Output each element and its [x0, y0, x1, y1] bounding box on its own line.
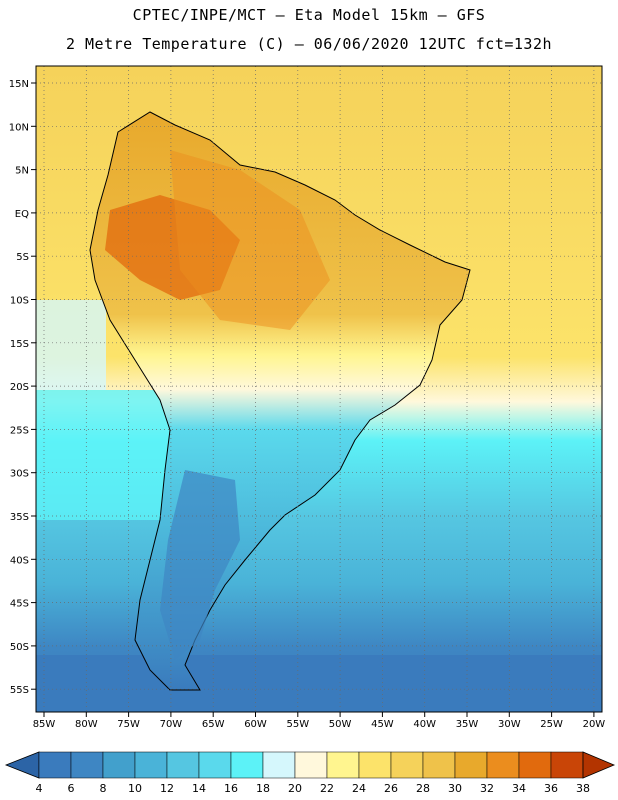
latitude-label: 5N: [15, 166, 29, 177]
colorbar-swatch: [390, 751, 424, 779]
colorbar-label: 26: [384, 782, 398, 795]
longitude-label: 45W: [371, 719, 394, 730]
colorbar-swatch: [294, 751, 328, 779]
colorbar-swatch: [486, 751, 520, 779]
amazon-warm-zone: [170, 150, 330, 330]
colorbar-label: 18: [256, 782, 270, 795]
colorbar-swatch: [134, 751, 168, 779]
colorbar-swatch: [198, 751, 232, 779]
longitude-label: 40W: [413, 719, 436, 730]
longitude-label: 30W: [498, 719, 521, 730]
colorbar-label: 6: [68, 782, 75, 795]
colorbar-label: 8: [100, 782, 107, 795]
latitude-label: 55S: [10, 685, 29, 696]
colorbar-swatch: [358, 751, 392, 779]
longitude-label: 35W: [456, 719, 479, 730]
colorbar-swatch: [230, 751, 264, 779]
colorbar-swatch: [550, 751, 584, 779]
longitude-label: 50W: [329, 719, 352, 730]
latitude-label: 15N: [9, 79, 29, 90]
latitude-label: 10S: [10, 296, 29, 307]
colorbar-label: 34: [512, 782, 526, 795]
colorbar-label: 28: [416, 782, 430, 795]
map-subtitle: 2 Metre Temperature (C) – 06/06/2020 12U…: [65, 35, 553, 53]
longitude-label: 60W: [244, 719, 267, 730]
colorbar-label: 24: [352, 782, 366, 795]
latitude-label: 25S: [10, 425, 29, 436]
latitude-labels: 15N 10N 5N EQ 5S 10S 15S 20S 25S 30S 35S 40S 45S 50S 5…: [9, 79, 36, 696]
longitude-label: 65W: [202, 719, 225, 730]
colorbar-swatch: [38, 751, 72, 779]
colorbar-label: 14: [192, 782, 206, 795]
longitude-label: 25W: [540, 719, 563, 730]
longitude-label: 55W: [286, 719, 309, 730]
latitude-label: 35S: [10, 512, 29, 523]
latitude-label: 5S: [16, 252, 29, 263]
colorbar-label: 10: [128, 782, 142, 795]
longitude-label: 20W: [583, 719, 606, 730]
colorbar-low-arrow: [4, 751, 40, 779]
colorbar-swatch: [454, 751, 488, 779]
colorbar-swatch: [518, 751, 552, 779]
longitude-label: 85W: [33, 719, 56, 730]
colorbar-high-arrow: [582, 751, 616, 779]
latitude-label: 10N: [9, 122, 29, 133]
colorbar-label: 32: [480, 782, 494, 795]
map-frame: [35, 65, 603, 713]
latitude-label: 20S: [10, 382, 29, 393]
patagonia-cold-zone: [160, 470, 240, 660]
southern-ocean: [36, 655, 602, 712]
longitude-labels: 85W 80W 75W 70W 65W 60W 55W 50W 45W 40W 35W 30W 25W 2…: [33, 712, 606, 730]
latitude-label: 30S: [10, 469, 29, 480]
colorbar-swatch: [262, 751, 296, 779]
map-area: [36, 66, 602, 712]
colorbar-label: 30: [448, 782, 462, 795]
colorbar-label: 20: [288, 782, 302, 795]
colorbar-label: 36: [544, 782, 558, 795]
colorbar-swatch: [70, 751, 104, 779]
latitude-label: 40S: [10, 555, 29, 566]
colorbar: 4 6 8 10 12 14 16 18 20 22 24 26 28 30 32 34 36 38: [4, 751, 616, 795]
colorbar-label: 22: [320, 782, 334, 795]
pacific-cold-zone: [36, 390, 176, 520]
latitude-label: 45S: [10, 599, 29, 610]
colorbar-swatch: [326, 751, 360, 779]
colorbar-label: 12: [160, 782, 174, 795]
longitude-label: 70W: [160, 719, 183, 730]
colorbar-label: 16: [224, 782, 238, 795]
latitude-label: EQ: [15, 209, 29, 220]
latitude-label: 50S: [10, 642, 29, 653]
colorbar-swatch: [422, 751, 456, 779]
colorbar-swatch: [102, 751, 136, 779]
longitude-label: 75W: [117, 719, 140, 730]
map-title: CPTEC/INPE/MCT – Eta Model 15km – GFS: [132, 6, 486, 24]
longitude-label: 80W: [75, 719, 98, 730]
colorbar-label: 38: [576, 782, 590, 795]
colorbar-label: 4: [36, 782, 43, 795]
pacific-cool-zone: [36, 300, 106, 390]
latitude-label: 15S: [10, 339, 29, 350]
colorbar-swatch: [166, 751, 200, 779]
